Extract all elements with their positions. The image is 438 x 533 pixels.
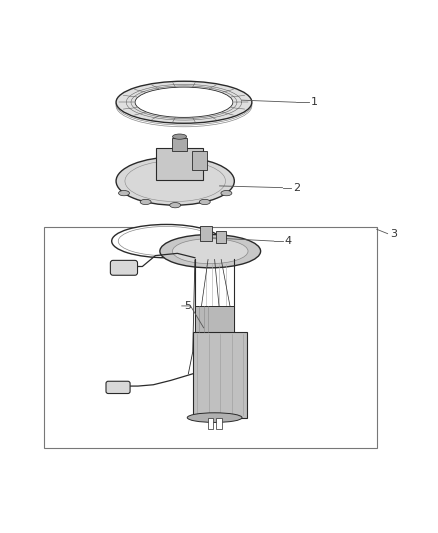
Ellipse shape: [116, 157, 234, 205]
Bar: [193, 332, 247, 418]
Ellipse shape: [199, 199, 210, 205]
Ellipse shape: [187, 413, 242, 423]
FancyBboxPatch shape: [110, 260, 138, 275]
Text: 5: 5: [184, 301, 191, 311]
Bar: [44, 227, 377, 448]
Text: 2: 2: [293, 183, 300, 192]
FancyBboxPatch shape: [199, 226, 212, 241]
Ellipse shape: [135, 87, 233, 117]
Ellipse shape: [173, 134, 187, 139]
Text: 4: 4: [285, 236, 292, 246]
FancyBboxPatch shape: [106, 381, 130, 393]
Bar: [216, 418, 222, 429]
Ellipse shape: [160, 235, 261, 268]
Ellipse shape: [173, 239, 248, 264]
Ellipse shape: [170, 203, 180, 208]
Ellipse shape: [116, 81, 252, 123]
Ellipse shape: [112, 224, 221, 258]
Bar: [208, 418, 213, 429]
FancyBboxPatch shape: [216, 231, 226, 243]
Ellipse shape: [118, 227, 215, 256]
Ellipse shape: [119, 190, 130, 196]
Ellipse shape: [221, 190, 232, 196]
FancyBboxPatch shape: [156, 149, 203, 180]
Ellipse shape: [140, 199, 151, 205]
FancyBboxPatch shape: [192, 151, 207, 171]
Text: 3: 3: [390, 229, 397, 239]
Text: 1: 1: [311, 97, 318, 107]
FancyBboxPatch shape: [172, 138, 187, 151]
Bar: [195, 306, 234, 332]
